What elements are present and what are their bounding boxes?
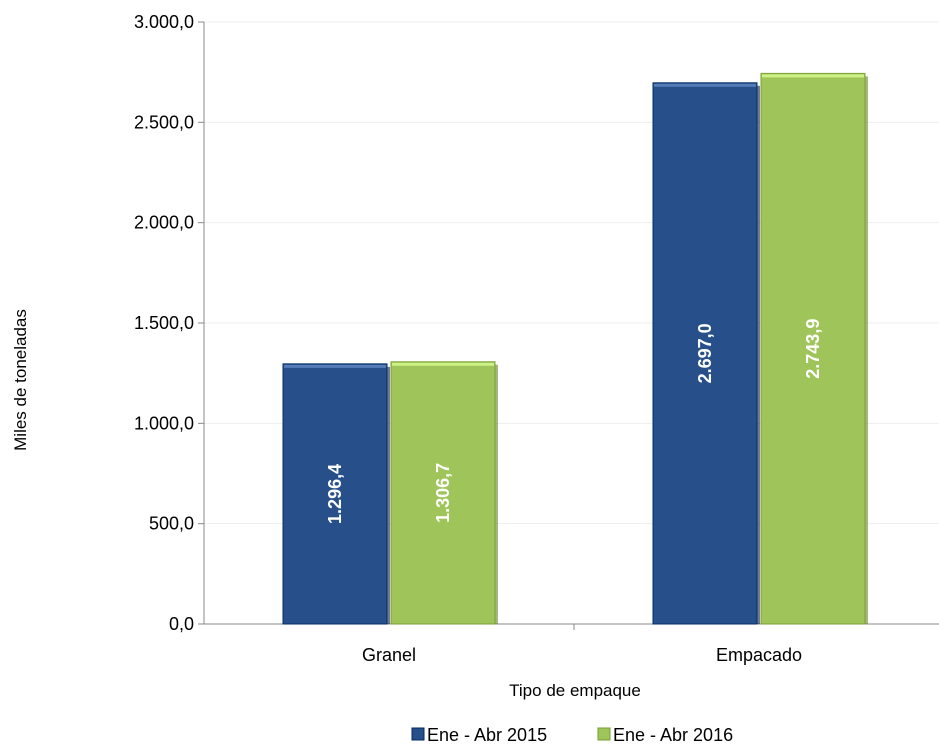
bar-bevel <box>654 83 756 87</box>
legend-label: Ene - Abr 2015 <box>427 725 547 745</box>
bar-body <box>652 82 758 625</box>
y-tick-label: 1.500,0 <box>134 313 194 333</box>
y-tick-label: 0,0 <box>169 614 194 634</box>
legend-label: Ene - Abr 2016 <box>613 725 733 745</box>
y-tick-label: 2.500,0 <box>134 112 194 132</box>
data-label: 1.306,7 <box>433 463 453 523</box>
y-tick-label: 500,0 <box>149 514 194 534</box>
y-tick-label: 3.000,0 <box>134 12 194 32</box>
bars: 1.296,4 1.306,7 2.697,0 2.743,9 <box>282 72 868 625</box>
x-tick-label: Granel <box>362 645 416 665</box>
bar: 1.306,7 <box>390 361 498 625</box>
y-tick-label: 1.000,0 <box>134 413 194 433</box>
data-label: 2.743,9 <box>803 319 823 379</box>
bar-body <box>390 361 496 625</box>
bar-bevel <box>762 74 864 78</box>
legend: Ene - Abr 2015 Ene - Abr 2016 <box>411 725 733 745</box>
x-axis-title: Tipo de empaque <box>509 681 641 700</box>
bar: 2.697,0 <box>652 82 760 625</box>
bar-body <box>760 72 866 625</box>
bar-body <box>282 363 388 625</box>
y-tick-label: 2.000,0 <box>134 213 194 233</box>
legend-swatch <box>597 727 611 741</box>
legend-item: Ene - Abr 2015 <box>411 725 547 745</box>
data-label: 2.697,0 <box>695 323 715 383</box>
y-tick-labels: 0,0 500,0 1.000,0 1.500,0 2.000,0 2.500,0 3.00… <box>134 12 194 634</box>
bar: 1.296,4 <box>282 363 390 625</box>
bar-bevel <box>392 362 494 366</box>
y-axis-title: Miles de toneladas <box>11 309 30 451</box>
x-tick-label: Empacado <box>716 645 802 665</box>
legend-item: Ene - Abr 2016 <box>597 725 733 745</box>
legend-swatch <box>411 727 425 741</box>
bar-bevel <box>284 364 386 368</box>
x-tick-labels: Granel Empacado <box>362 645 802 665</box>
bar: 2.743,9 <box>760 72 868 625</box>
data-label: 1.296,4 <box>325 464 345 524</box>
